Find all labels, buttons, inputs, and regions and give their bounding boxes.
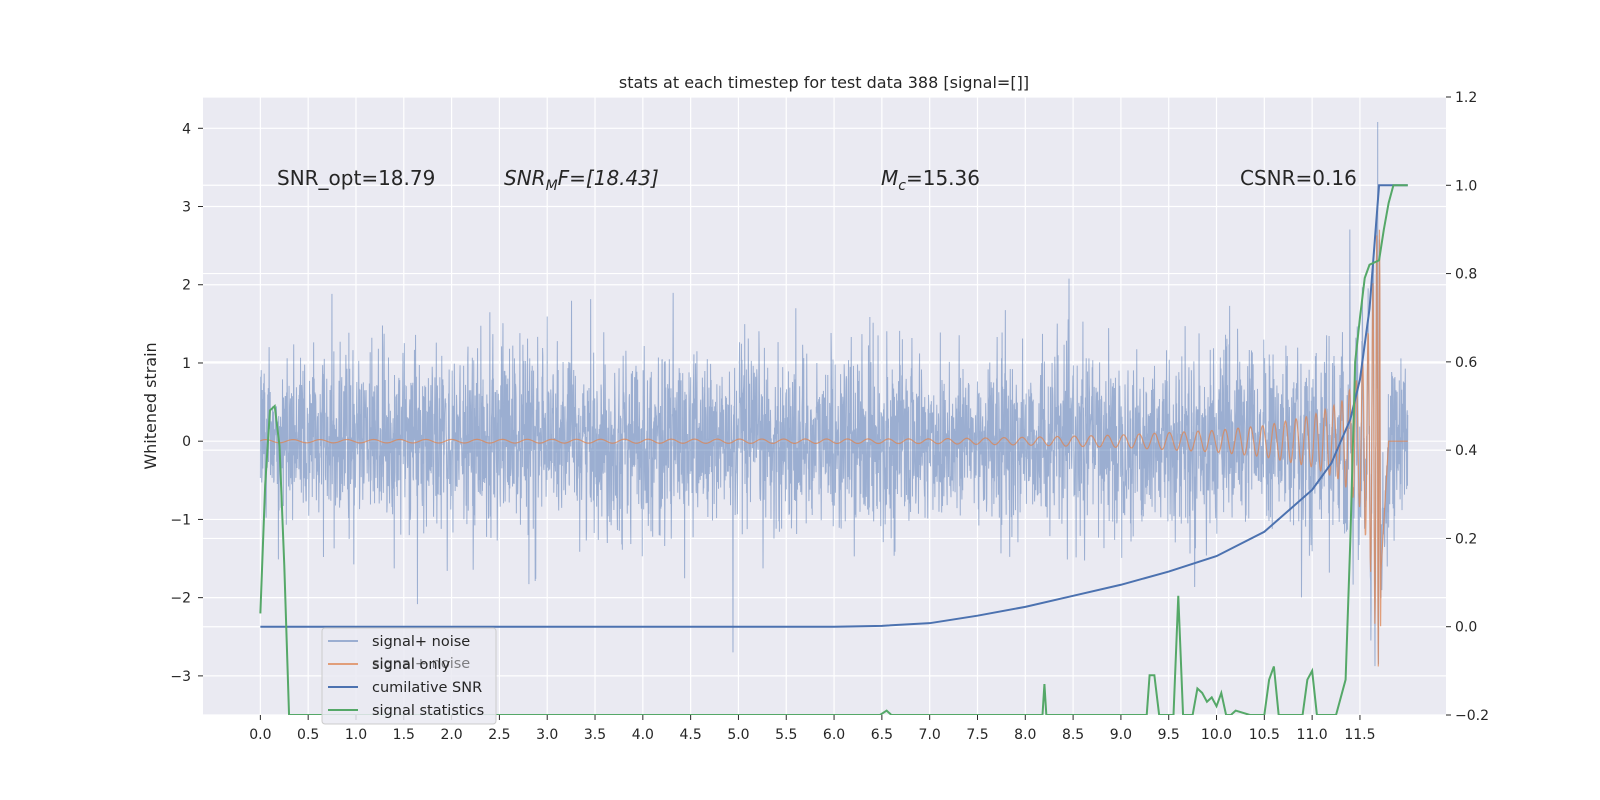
annotation-chirp-mass: Mc=15.36 [881,166,980,194]
series-signal-statistics [259,184,1408,715]
y2-tick-label: 0.0 [1455,620,1477,636]
x-tick-label: 1.0 [345,727,367,743]
x-tick-label: 5.0 [727,727,749,743]
x-tick-label: 3.5 [584,727,606,743]
y-tick-label: 1 [182,356,191,372]
y2-tick-label: −0.2 [1455,708,1489,724]
x-tick-label: 4.5 [680,727,702,743]
x-tick-label: 0.0 [249,727,271,743]
y-axis-right: −0.2 0.0 0.2 0.4 0.6 0.8 1.0 1.2 [1446,90,1489,724]
legend-label-signal-only: signal only [372,657,451,673]
y-tick-label: −2 [170,591,191,607]
y2-tick-label: 1.2 [1455,90,1477,106]
legend-box [321,627,497,725]
y2-tick-label: 0.2 [1455,531,1477,547]
x-tick-label: 7.5 [966,727,988,743]
y-axis-label: Whitened strain [141,342,160,469]
y-tick-label: 2 [182,278,191,294]
series-signal-noise [259,122,1409,667]
legend-label-signal-statistics: signal statistics [372,703,484,719]
y-axis-left: −3 −2 −1 0 1 2 3 4 [170,121,203,685]
y2-tick-label: 0.6 [1455,355,1477,371]
x-tick-label: 9.0 [1110,727,1132,743]
x-tick-label: 8.5 [1062,727,1084,743]
y-tick-label: −1 [170,512,191,528]
series-cumilative-snr [260,184,1408,628]
series-signal-only [260,229,1408,667]
x-tick-label: 6.0 [823,727,845,743]
x-tick-label: 10.5 [1249,727,1280,743]
x-tick-label: 4.0 [632,727,654,743]
x-tick-label: 0.5 [297,727,319,743]
x-tick-label: 7.0 [919,727,941,743]
signal-noise-trace [259,122,1409,667]
x-tick-label: 8.0 [1014,727,1036,743]
y-tick-label: 4 [182,121,191,137]
x-tick-label: 11.5 [1344,727,1375,743]
y-tick-label: −3 [170,669,191,685]
y-tick-label: 3 [182,200,191,216]
x-tick-label: 2.0 [440,727,462,743]
annotation-csnr: CSNR=0.16 [1240,166,1357,190]
x-tick-label: 1.5 [393,727,415,743]
annotation-snr-mf: SNRMF=[18.43] [504,166,659,194]
plot-area [259,122,1409,715]
y2-tick-label: 0.8 [1455,267,1477,283]
legend-ghost-text: signal+ noise [372,656,470,672]
x-axis: 0.0 0.5 1.0 1.5 2.0 2.5 3.0 3.5 4.0 4.5 5.0 5.5 6.0 6… [249,715,1376,743]
legend: signal+ noise signal+ noise signal only … [321,627,497,725]
x-tick-label: 5.5 [775,727,797,743]
legend-label-cumilative-snr: cumilative SNR [372,680,482,696]
x-tick-label: 3.0 [536,727,558,743]
y-tick-label: 0 [182,434,191,450]
x-tick-label: 9.5 [1158,727,1180,743]
x-tick-label: 2.5 [488,727,510,743]
y2-tick-label: 1.0 [1455,178,1477,194]
y2-tick-label: 0.4 [1455,443,1477,459]
legend-label-signal-noise: signal+ noise [372,634,470,650]
x-tick-label: 11.0 [1297,727,1328,743]
annotation-snr-opt: SNR_opt=18.79 [277,166,435,190]
x-tick-label: 10.0 [1201,727,1232,743]
chart-title: stats at each timestep for test data 388… [619,73,1029,92]
x-tick-label: 6.5 [871,727,893,743]
